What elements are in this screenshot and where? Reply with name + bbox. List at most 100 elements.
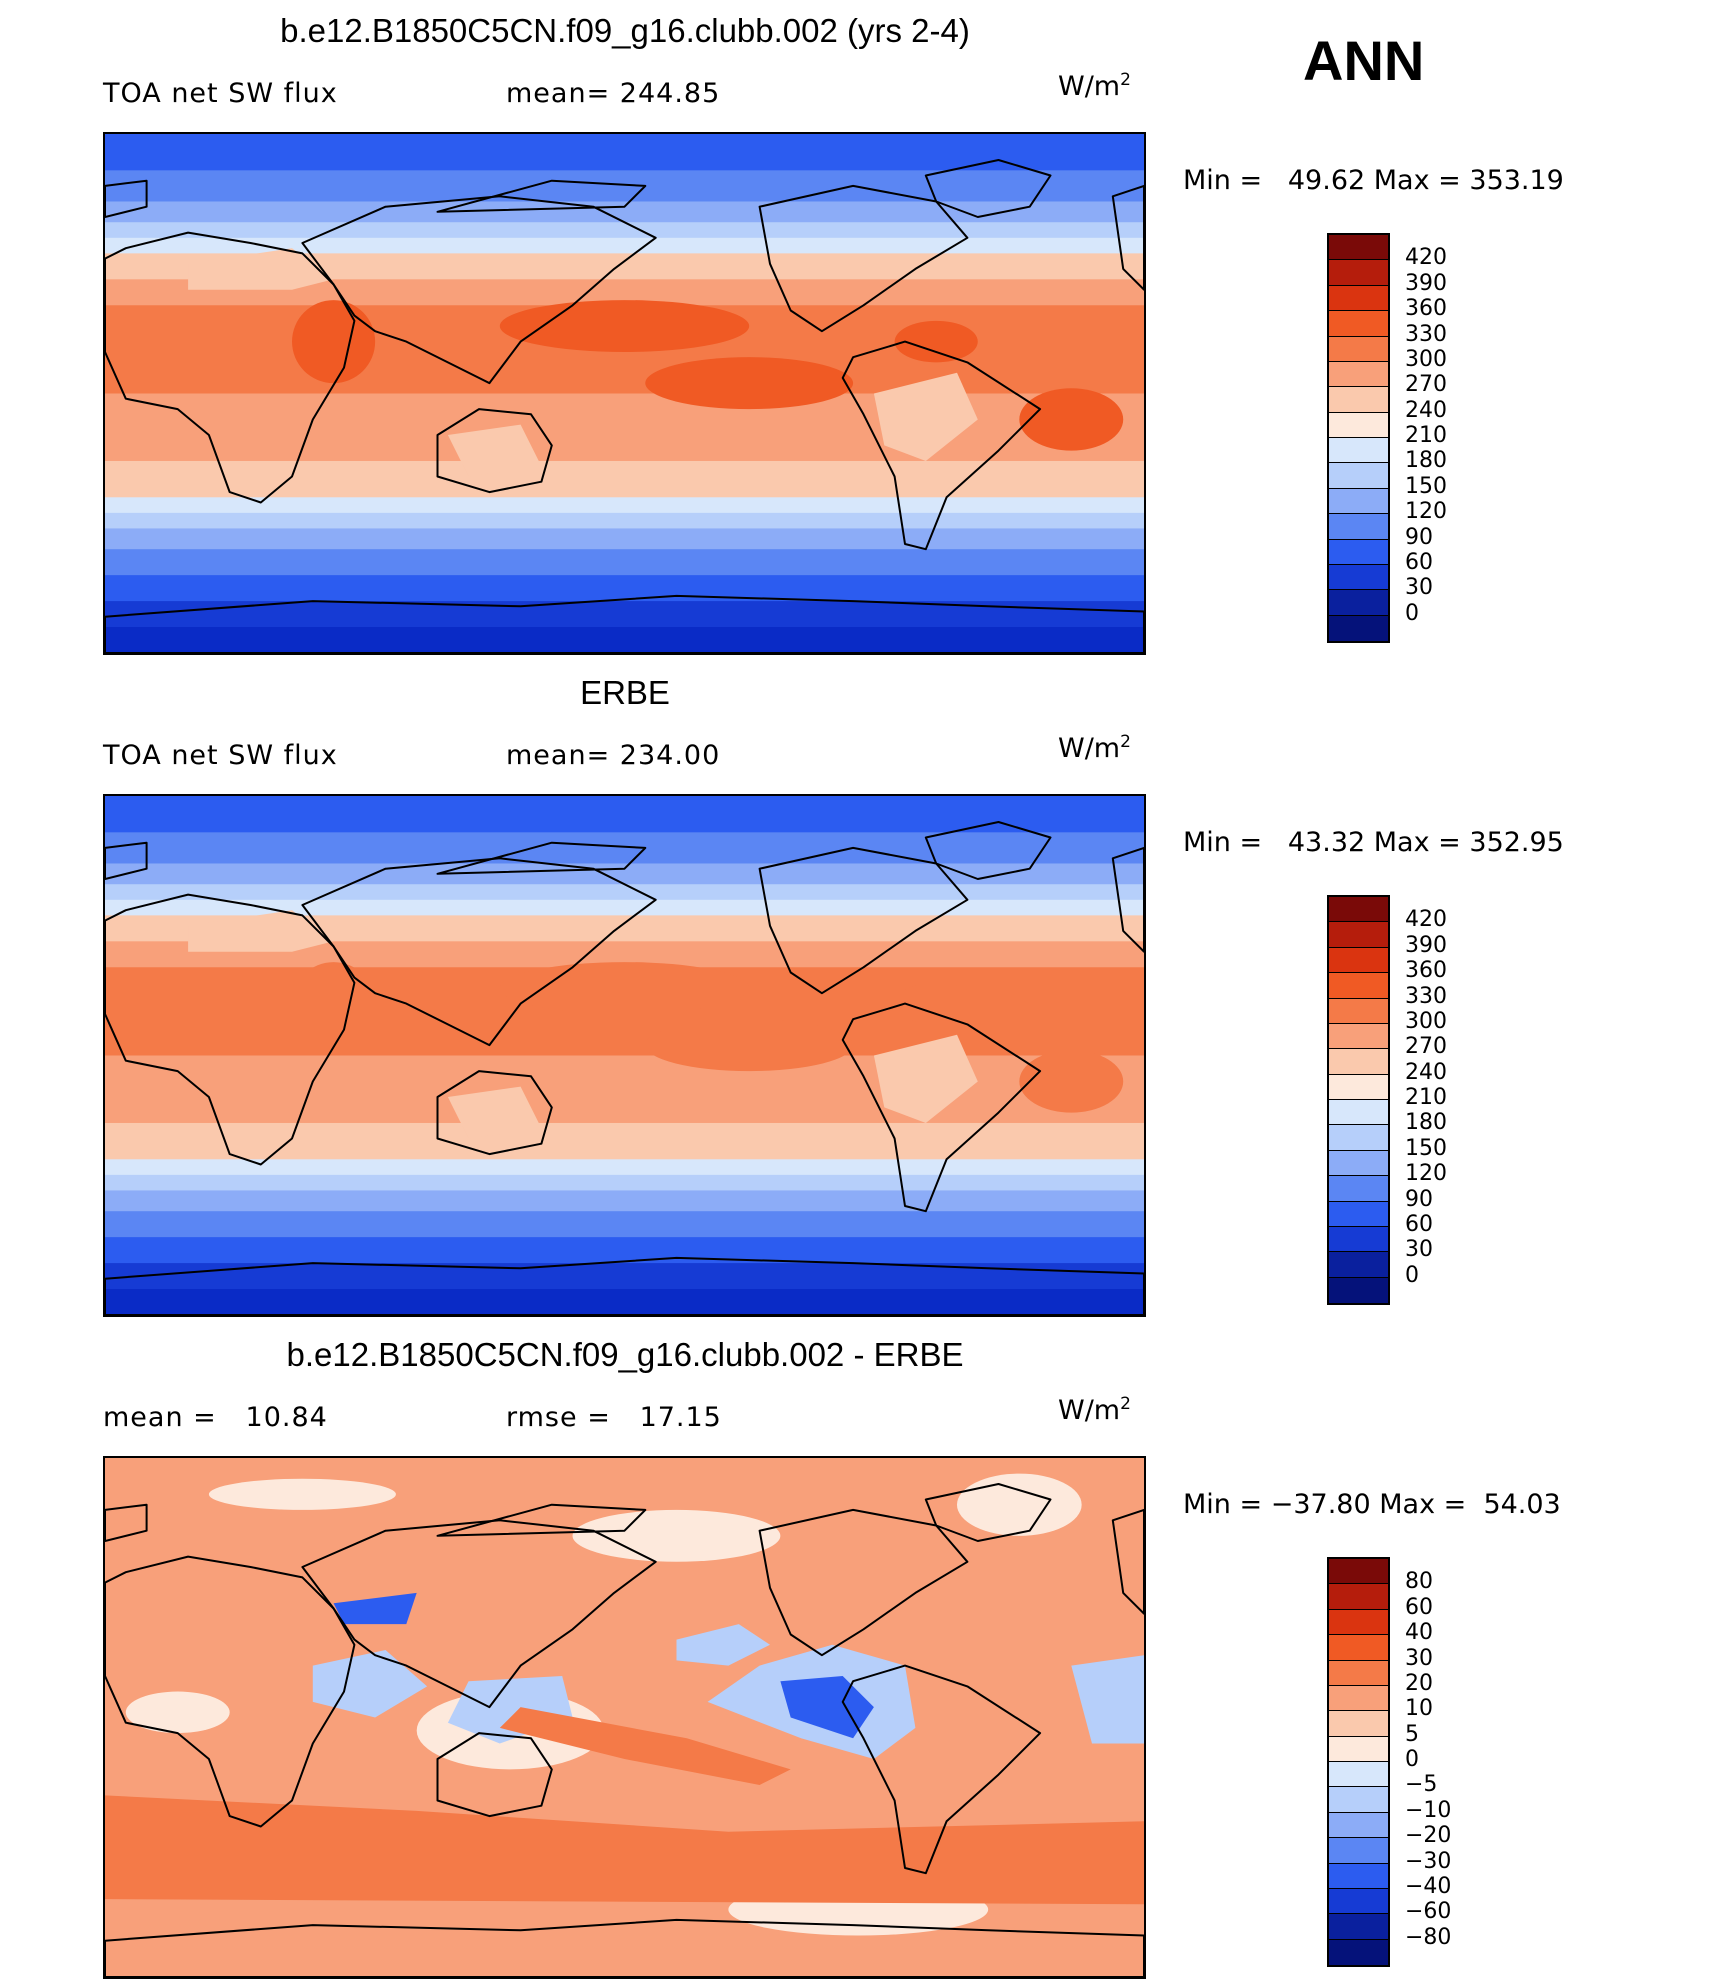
colorbar-swatch xyxy=(1329,1023,1388,1050)
panel-1-colorbar-ticks: 420 390 360 330 300 270 240 210 180 150 120 90 60 30 0 xyxy=(1405,233,1525,643)
colorbar-tick-label: 330 xyxy=(1405,321,1447,347)
panel-2-mean: mean= 234.00 xyxy=(506,740,721,771)
panel-2-colorbar xyxy=(1327,895,1390,1305)
colorbar-tick-label: 270 xyxy=(1405,372,1447,398)
colorbar-swatch xyxy=(1329,1762,1388,1788)
colorbar-tick-label: −10 xyxy=(1405,1797,1452,1823)
colorbar-tick-label: 150 xyxy=(1405,473,1447,499)
colorbar-swatch xyxy=(1329,412,1388,438)
colorbar-tick-label: 60 xyxy=(1405,1211,1433,1237)
colorbar-swatch xyxy=(1329,998,1388,1024)
colorbar-swatch xyxy=(1329,488,1388,515)
colorbar-tick-label: 240 xyxy=(1405,1059,1447,1085)
colorbar-tick-label: 80 xyxy=(1405,1569,1433,1595)
colorbar-tick-label: 330 xyxy=(1405,983,1447,1009)
colorbar-swatch xyxy=(1329,1252,1388,1278)
colorbar-tick-label: 120 xyxy=(1405,1161,1447,1187)
colorbar-tick-label: 390 xyxy=(1405,932,1447,958)
panel-2-colorbar-ticks: 420 390 360 330 300 270 240 210 180 150 120 90 60 30 0 xyxy=(1405,895,1525,1305)
colorbar-tick-label: 210 xyxy=(1405,423,1447,448)
colorbar-swatch xyxy=(1329,260,1388,286)
colorbar-tick-label: −20 xyxy=(1405,1823,1452,1849)
panel-3-minmax: Min = −37.80 Max = 54.03 xyxy=(1183,1489,1561,1520)
colorbar-tick-label: 360 xyxy=(1405,958,1447,984)
panel-3-rmse: rmse = 17.15 xyxy=(506,1402,722,1433)
colorbar-tick-label: 180 xyxy=(1405,448,1447,474)
panel-3-mean: mean = 10.84 xyxy=(103,1402,328,1433)
colorbar-swatch xyxy=(1329,387,1388,413)
colorbar-tick-label: 300 xyxy=(1405,1008,1447,1034)
colorbar-swatch xyxy=(1329,1914,1388,1940)
colorbar-tick-label: 60 xyxy=(1405,549,1433,575)
colorbar-swatch xyxy=(1329,1787,1388,1813)
colorbar-tick-label: 300 xyxy=(1405,346,1447,372)
colorbar-tick-label: −40 xyxy=(1405,1873,1452,1899)
colorbar-tick-label: 360 xyxy=(1405,296,1447,322)
panel-1-variable-label: TOA net SW flux xyxy=(103,78,338,109)
panel-1-colorbar xyxy=(1327,233,1390,643)
panel-3-title: b.e12.B1850C5CN.f09_g16.clubb.002 - ERBE xyxy=(286,1336,964,1373)
panel-1-mean: mean= 244.85 xyxy=(506,78,721,109)
colorbar-swatch xyxy=(1329,1277,1388,1303)
colorbar-tick-label: 0 xyxy=(1405,1262,1419,1288)
panel-2-title: ERBE xyxy=(580,674,670,711)
colorbar-swatch xyxy=(1329,463,1388,489)
colorbar-tick-label: 180 xyxy=(1405,1110,1447,1136)
colorbar-tick-label: 240 xyxy=(1405,397,1447,423)
colorbar-swatch xyxy=(1329,539,1388,565)
panel-2-map xyxy=(103,794,1146,1317)
colorbar-swatch xyxy=(1329,1660,1388,1686)
colorbar-tick-label: 60 xyxy=(1405,1594,1433,1620)
colorbar-swatch xyxy=(1329,615,1388,641)
colorbar-swatch xyxy=(1329,1685,1388,1712)
panel-2-minmax: Min = 43.32 Max = 352.95 xyxy=(1183,827,1564,858)
colorbar-tick-label: 150 xyxy=(1405,1135,1447,1161)
colorbar-tick-label: 30 xyxy=(1405,1645,1433,1671)
colorbar-swatch xyxy=(1329,1559,1388,1585)
colorbar-swatch xyxy=(1329,1939,1388,1965)
panel-1-units: W/m2 xyxy=(1058,70,1131,102)
panel-1-map xyxy=(103,132,1146,655)
colorbar-tick-label: 390 xyxy=(1405,270,1447,296)
colorbar-tick-label: 120 xyxy=(1405,499,1447,525)
panel-3-colorbar-ticks: 80 60 40 30 20 10 5 0 −5 −10 −20 −30 −40 −60 −80 xyxy=(1405,1557,1525,1967)
colorbar-swatch xyxy=(1329,897,1388,923)
colorbar-swatch xyxy=(1329,947,1388,974)
colorbar-swatch xyxy=(1329,1838,1388,1864)
colorbar-swatch xyxy=(1329,1125,1388,1151)
colorbar-tick-label: −80 xyxy=(1405,1924,1452,1950)
colorbar-tick-label: −60 xyxy=(1405,1899,1452,1925)
colorbar-swatch xyxy=(1329,1888,1388,1915)
colorbar-swatch xyxy=(1329,311,1388,337)
colorbar-swatch xyxy=(1329,922,1388,948)
colorbar-swatch xyxy=(1329,1226,1388,1253)
colorbar-swatch xyxy=(1329,1635,1388,1661)
panel-3-units: W/m2 xyxy=(1058,1394,1131,1426)
colorbar-tick-label: 30 xyxy=(1405,575,1433,601)
colorbar-tick-label: 90 xyxy=(1405,524,1433,550)
colorbar-tick-label: 30 xyxy=(1405,1237,1433,1263)
colorbar-swatch xyxy=(1329,1176,1388,1202)
colorbar-swatch xyxy=(1329,973,1388,999)
colorbar-tick-label: 420 xyxy=(1405,907,1447,933)
colorbar-tick-label: −5 xyxy=(1405,1772,1438,1798)
colorbar-swatch xyxy=(1329,1049,1388,1075)
colorbar-tick-label: −30 xyxy=(1405,1848,1452,1874)
colorbar-tick-label: 40 xyxy=(1405,1620,1433,1646)
colorbar-swatch xyxy=(1329,1150,1388,1177)
colorbar-tick-label: 420 xyxy=(1405,245,1447,271)
colorbar-swatch xyxy=(1329,1201,1388,1227)
colorbar-swatch xyxy=(1329,1812,1388,1839)
season-label: ANN xyxy=(1303,29,1425,92)
colorbar-tick-label: 10 xyxy=(1405,1696,1433,1722)
colorbar-tick-label: 0 xyxy=(1405,600,1419,626)
panel-2-variable-label: TOA net SW flux xyxy=(103,740,338,771)
colorbar-tick-label: 0 xyxy=(1405,1747,1419,1772)
colorbar-swatch xyxy=(1329,438,1388,464)
colorbar-swatch xyxy=(1329,1711,1388,1737)
colorbar-swatch xyxy=(1329,1736,1388,1762)
colorbar-swatch xyxy=(1329,1609,1388,1636)
colorbar-swatch xyxy=(1329,514,1388,540)
colorbar-swatch xyxy=(1329,235,1388,261)
panel-1-title: b.e12.B1850C5CN.f09_g16.clubb.002 (yrs 2… xyxy=(280,12,970,49)
